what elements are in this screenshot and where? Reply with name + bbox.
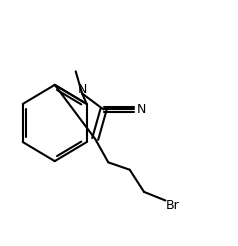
Text: Br: Br [166,199,179,212]
Text: N: N [77,83,87,96]
Text: N: N [137,103,146,116]
